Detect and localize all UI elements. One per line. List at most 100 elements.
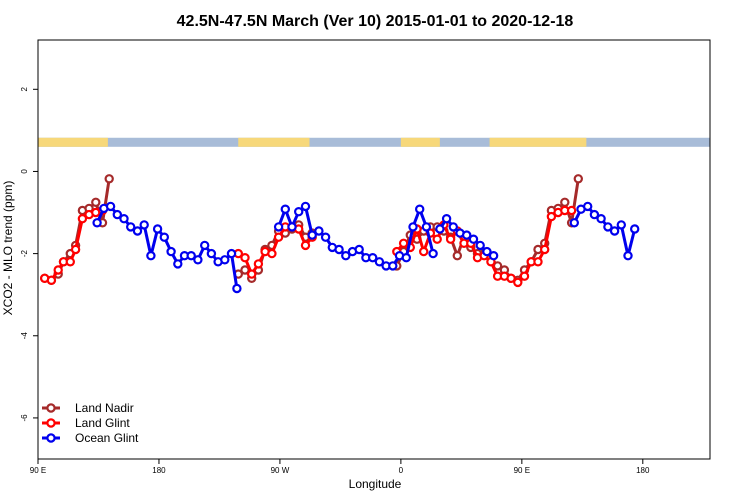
- ocean-band: [38, 137, 710, 147]
- land-nadir-point: [452, 250, 462, 261]
- y-tick-label: 0: [20, 169, 29, 174]
- ocean-glint-point: [146, 250, 156, 261]
- ocean-glint-point: [482, 246, 492, 257]
- ocean-glint-point: [287, 222, 297, 232]
- land-band: [400, 137, 440, 147]
- land-glint-point: [267, 248, 277, 259]
- ocean-glint-point: [193, 255, 203, 265]
- land-nadir-line: [44, 178, 111, 282]
- chart-title: 42.5N-47.5N March (Ver 10) 2015-01-01 to…: [177, 13, 574, 30]
- ocean-glint-point: [105, 201, 116, 212]
- land-glint-point: [398, 238, 409, 248]
- y-tick-label: -2: [20, 250, 29, 258]
- ocean-glint-point: [603, 222, 613, 232]
- plot-frame: [37, 39, 711, 460]
- ocean-glint-point: [435, 224, 445, 234]
- land-nadir-point: [91, 197, 101, 207]
- ocean-glint-point: [448, 222, 458, 232]
- ocean-glint-point: [294, 206, 304, 217]
- ocean-glint-point: [596, 213, 606, 224]
- ocean-glint-point: [388, 261, 398, 271]
- ocean-glint-point: [421, 222, 432, 232]
- ocean-glint-point: [475, 240, 485, 251]
- ocean-glint-point: [630, 224, 640, 234]
- land-glint-point: [546, 211, 557, 222]
- land-glint-point: [566, 205, 577, 216]
- x-tick-label: 90 E: [30, 466, 46, 475]
- land-glint-point: [253, 259, 264, 269]
- legend-item-land-glint: Land Glint: [42, 416, 130, 430]
- x-tick-label: 180: [152, 466, 166, 475]
- ocean-glint-point: [320, 232, 331, 242]
- ocean-glint-point: [408, 222, 418, 232]
- ocean-glint-point: [589, 209, 600, 220]
- land-glint-point: [432, 234, 442, 244]
- land-glint-point: [53, 265, 63, 275]
- series-layer: [40, 174, 640, 294]
- land-glint-point: [533, 257, 543, 267]
- land-nadir-point: [560, 197, 570, 207]
- ocean-glint-point: [341, 250, 351, 261]
- ocean-glint-point: [186, 250, 196, 261]
- ocean-glint-point: [415, 204, 425, 214]
- x-tick-label: 0: [399, 466, 404, 475]
- land-band: [238, 137, 310, 147]
- land-glint-point: [246, 269, 257, 279]
- land-nadir-point: [573, 174, 584, 184]
- ocean-glint-point: [616, 220, 627, 230]
- axes: 90 E 180 90 W 0 90 E 180 2 0 -2 -4 -6: [20, 87, 650, 475]
- ocean-glint-line: [572, 204, 637, 258]
- ocean-glint-point: [609, 226, 620, 236]
- legend-item-land-nadir: Land Nadir: [42, 401, 134, 415]
- ocean-glint-point: [280, 204, 290, 214]
- ocean-glint-point: [232, 283, 242, 294]
- ocean-glint-point: [354, 244, 364, 255]
- legend-swatch-point: [46, 433, 56, 443]
- land-nadir-point: [104, 174, 114, 184]
- land-glint-point: [46, 275, 57, 285]
- y-axis-label: XCO2 - MLO trend (ppm): [1, 181, 15, 316]
- land-band: [489, 137, 587, 147]
- ocean-glint-point: [132, 226, 143, 236]
- ocean-glint-point: [374, 257, 385, 267]
- series-ocean-glint: [92, 201, 640, 294]
- land-glint-point: [519, 271, 530, 281]
- land-glint-point: [506, 273, 516, 283]
- land-ocean-bar: [38, 137, 710, 147]
- ocean-glint-point: [226, 248, 237, 259]
- ocean-glint-point: [623, 250, 633, 261]
- land-glint-point: [540, 244, 550, 255]
- land-glint-point: [445, 234, 456, 244]
- ocean-glint-point: [307, 230, 317, 240]
- ocean-glint-point: [152, 224, 163, 234]
- ocean-glint-point: [569, 218, 580, 228]
- legend-item-ocean-glint: Ocean Glint: [42, 431, 139, 445]
- x-axis-label: Longitude: [349, 477, 402, 491]
- legend-swatch-point: [46, 403, 56, 413]
- ocean-glint-point: [468, 234, 479, 244]
- ocean-glint-point: [273, 222, 284, 232]
- x-tick-label: 90 W: [271, 466, 290, 475]
- ocean-glint-point: [199, 240, 210, 251]
- ocean-glint-point: [300, 201, 311, 212]
- y-tick-label: -6: [20, 414, 29, 422]
- ocean-glint-point: [159, 232, 169, 242]
- ocean-glint-point: [125, 222, 136, 232]
- x-tick-label: 90 E: [514, 466, 530, 475]
- ocean-glint-point: [441, 213, 452, 224]
- ocean-glint-point: [401, 253, 411, 263]
- ocean-glint-point: [314, 226, 324, 236]
- ocean-glint-point: [368, 253, 378, 263]
- ocean-glint-point: [428, 248, 438, 259]
- ocean-glint-point: [583, 201, 593, 212]
- ocean-glint-point: [92, 218, 102, 228]
- ocean-glint-point: [112, 209, 123, 220]
- ocean-glint-point: [139, 220, 149, 230]
- land-glint-point: [419, 246, 429, 257]
- ocean-glint-point: [334, 244, 344, 255]
- land-glint-point: [240, 253, 250, 263]
- land-glint-point: [513, 277, 523, 288]
- ocean-glint-point: [173, 259, 183, 269]
